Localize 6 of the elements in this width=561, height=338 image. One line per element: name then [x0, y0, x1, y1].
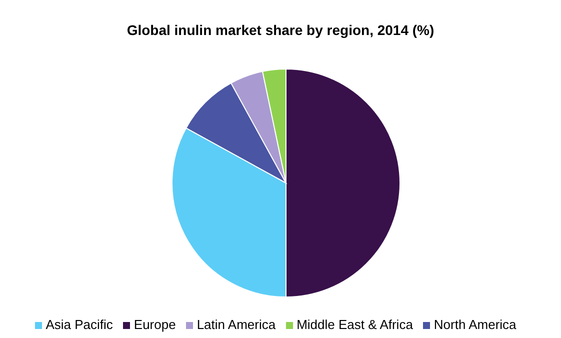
chart-title: Global inulin market share by region, 2014 (%)	[126, 22, 436, 38]
legend-label: North America	[434, 317, 516, 332]
legend-label: Latin America	[196, 317, 276, 332]
legend-label: Middle East & Africa	[296, 317, 413, 332]
legend-label: Asia Pacific	[46, 317, 113, 332]
legend-label: Europe	[134, 317, 176, 332]
